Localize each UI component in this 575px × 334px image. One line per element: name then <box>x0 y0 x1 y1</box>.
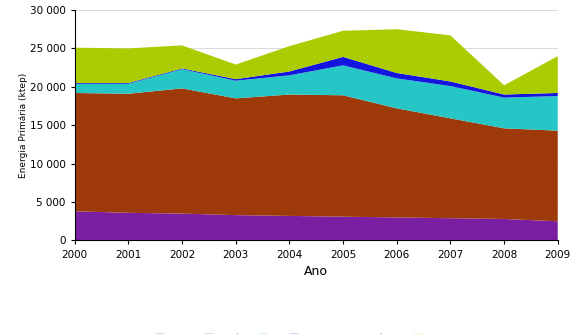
Y-axis label: Energia Primária (ktep): Energia Primária (ktep) <box>20 72 28 178</box>
Legend: Carvão, Petróleo, GN, Saldo Imp. En. Eléctrica, Renováveis: Carvão, Petróleo, GN, Saldo Imp. En. Elé… <box>151 330 481 334</box>
X-axis label: Ano: Ano <box>304 265 328 278</box>
